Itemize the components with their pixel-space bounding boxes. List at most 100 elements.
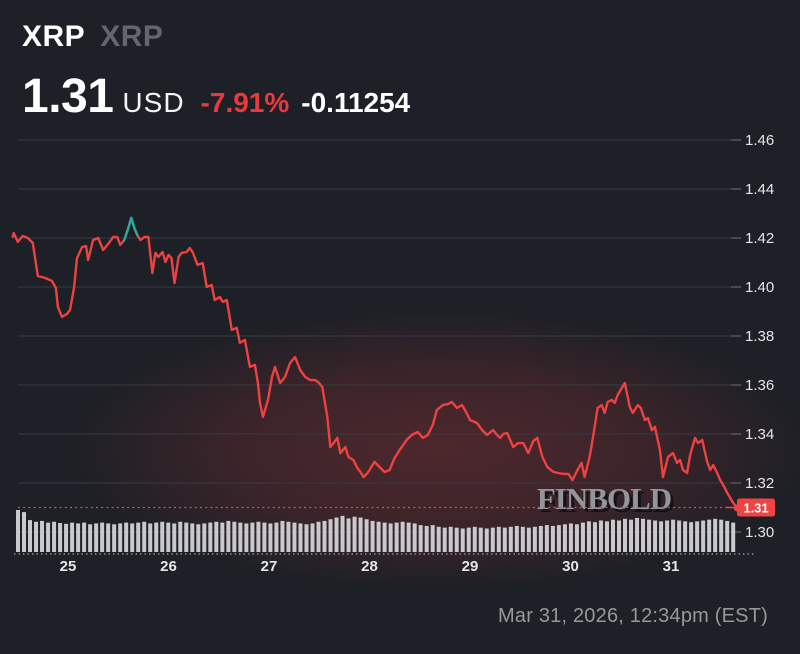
volume-bar [586,521,591,552]
volume-bar [28,520,33,552]
gridlines: 1.46 1.44 1.42 1.40 1.38 1.36 1.34 1.32 1.30 [18,132,774,541]
finbold-watermark-shadow: FINBOLD [540,484,674,519]
volume-bar [148,523,153,552]
volume-bar [184,522,189,552]
x-axis-label: 26 [160,558,177,575]
volume-bar [40,520,45,552]
volume-bar [130,523,135,552]
chart-foreground-layer: 1.31 [11,216,775,555]
y-axis-label: 1.40 [745,279,774,296]
volume-bar [484,528,489,552]
volume-bar [574,524,579,552]
volume-bar [550,525,555,552]
price-line-up-segment [123,216,139,242]
volume-bar [532,526,537,552]
volume-bar [544,525,549,552]
volume-bar [328,519,333,552]
volume-bar [526,527,531,552]
price-value: 1.31 [22,70,114,123]
volume-bar [340,515,345,552]
volume-bar [719,519,724,552]
price-change-percent: -7.91% [200,87,290,118]
volume-bar [617,520,621,552]
volume-bar [304,524,309,552]
volume-bars [16,510,736,552]
volume-bar [172,523,177,552]
volume-bar [538,525,543,552]
current-price-badge: 1.31 [726,498,775,517]
volume-bar [262,522,267,552]
volume-bar [124,522,129,552]
volume-bar [226,520,231,552]
volume-bar [418,525,423,552]
volume-bar [436,526,441,552]
asset-ticker: XRP [100,20,164,53]
y-axis-label: 1.44 [745,181,774,198]
volume-bar [671,519,676,552]
volume-bar [430,525,435,552]
volume-bar [514,525,519,552]
volume-bar [154,522,159,552]
volume-bar [623,518,628,552]
volume-bar [250,522,255,552]
volume-bar [316,521,321,552]
volume-bar [292,522,297,552]
volume-bar [334,517,339,552]
volume-bar [166,522,171,552]
volume-bar [178,521,183,552]
volume-bar [442,527,447,552]
volume-bar [556,525,561,552]
volume-bar [629,519,634,552]
finbold-watermark: FINBOLD [537,481,671,516]
volume-bar [653,520,658,552]
y-axis-label: 1.36 [745,377,774,394]
volume-bar [94,523,99,552]
volume-bar [220,522,225,552]
volume-bar [731,522,736,552]
y-axis-label: 1.38 [745,328,774,345]
price-currency: USD [122,87,185,118]
volume-bar [598,520,603,552]
volume-bar [34,521,39,552]
volume-bar [208,522,213,552]
volume-bar [352,516,357,552]
volume-bar [268,523,273,552]
volume-bar [659,521,664,552]
volume-bar [118,523,123,552]
volume-bar [460,528,465,552]
volume-bar [364,519,369,552]
y-axis-label: 1.32 [745,475,774,492]
volume-bar [46,522,51,552]
volume-bar [106,523,111,552]
volume-bar [478,527,483,552]
volume-bar [376,521,381,552]
volume-bar [256,521,261,552]
volume-bar [190,523,195,552]
volume-bar [490,527,495,552]
volume-bar [701,520,706,552]
volume-bar [214,521,219,552]
chart-timestamp: Mar 31, 2026, 12:34pm (EST) [498,605,768,627]
volume-bar [310,523,315,552]
volume-bar [370,520,375,552]
volume-bar [160,521,165,552]
volume-bar [358,517,363,552]
volume-bar [286,521,291,552]
x-axis-label: 25 [60,558,77,575]
volume-bar [647,519,652,552]
volume-bar [496,526,501,552]
volume-bar [568,523,573,552]
volume-bar [725,520,730,552]
volume-bar [298,523,303,552]
volume-bar [202,523,207,552]
volume-bar [274,522,279,552]
volume-bar [76,523,81,552]
volume-bar [695,521,700,552]
volume-bar [520,526,525,552]
y-axis-label: 1.42 [745,230,774,247]
price-change-absolute: -0.11254 [301,87,411,118]
chart-header: XRP XRP 1.31 USD -7.91% -0.11254 [22,22,410,121]
symbol-row: XRP XRP [22,22,410,52]
